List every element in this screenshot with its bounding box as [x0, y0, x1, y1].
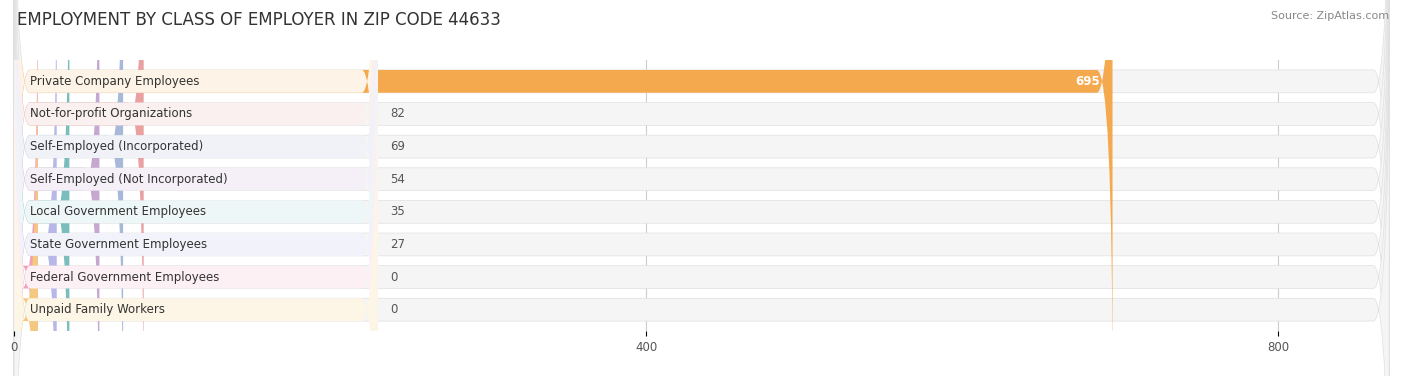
FancyBboxPatch shape [14, 0, 1389, 376]
Text: EMPLOYMENT BY CLASS OF EMPLOYER IN ZIP CODE 44633: EMPLOYMENT BY CLASS OF EMPLOYER IN ZIP C… [17, 11, 501, 29]
FancyBboxPatch shape [14, 0, 378, 376]
FancyBboxPatch shape [14, 0, 38, 376]
Text: 82: 82 [391, 108, 405, 120]
FancyBboxPatch shape [14, 0, 378, 376]
FancyBboxPatch shape [14, 0, 378, 376]
FancyBboxPatch shape [14, 0, 378, 376]
FancyBboxPatch shape [14, 0, 1389, 376]
Text: State Government Employees: State Government Employees [30, 238, 207, 251]
Text: Not-for-profit Organizations: Not-for-profit Organizations [30, 108, 193, 120]
Text: 27: 27 [391, 238, 405, 251]
Text: 0: 0 [391, 303, 398, 316]
Text: 35: 35 [391, 205, 405, 218]
FancyBboxPatch shape [14, 0, 1389, 376]
FancyBboxPatch shape [14, 0, 378, 376]
Text: 69: 69 [391, 140, 405, 153]
Text: Private Company Employees: Private Company Employees [30, 75, 200, 88]
FancyBboxPatch shape [14, 0, 1389, 376]
FancyBboxPatch shape [14, 0, 1389, 376]
FancyBboxPatch shape [14, 0, 1389, 376]
FancyBboxPatch shape [14, 0, 69, 376]
FancyBboxPatch shape [14, 0, 100, 376]
Text: 695: 695 [1076, 75, 1099, 88]
Text: 54: 54 [391, 173, 405, 186]
FancyBboxPatch shape [14, 0, 378, 376]
FancyBboxPatch shape [14, 0, 38, 376]
FancyBboxPatch shape [14, 0, 1112, 376]
FancyBboxPatch shape [14, 0, 124, 376]
FancyBboxPatch shape [14, 0, 1389, 376]
FancyBboxPatch shape [14, 0, 143, 376]
Text: Self-Employed (Incorporated): Self-Employed (Incorporated) [30, 140, 202, 153]
Text: 0: 0 [391, 271, 398, 284]
Text: Unpaid Family Workers: Unpaid Family Workers [30, 303, 165, 316]
FancyBboxPatch shape [14, 0, 378, 376]
FancyBboxPatch shape [14, 0, 56, 376]
FancyBboxPatch shape [14, 0, 1389, 376]
Text: Local Government Employees: Local Government Employees [30, 205, 207, 218]
FancyBboxPatch shape [14, 0, 378, 376]
Text: Federal Government Employees: Federal Government Employees [30, 271, 219, 284]
Text: Self-Employed (Not Incorporated): Self-Employed (Not Incorporated) [30, 173, 228, 186]
Text: Source: ZipAtlas.com: Source: ZipAtlas.com [1271, 11, 1389, 21]
